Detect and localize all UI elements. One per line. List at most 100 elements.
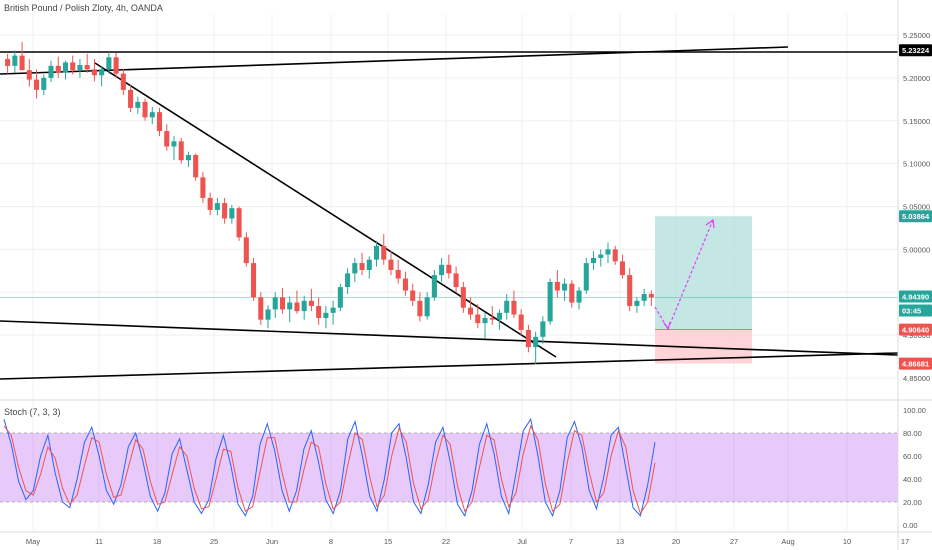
stoch-overbought-oversold-band	[0, 433, 898, 502]
candle-body	[62, 62, 69, 73]
time-tick-label: 18	[153, 537, 161, 546]
candle-body	[381, 245, 387, 260]
price-tick-label: 5.25000	[903, 31, 930, 40]
candle-body	[258, 297, 264, 320]
stoch-indicator-title: Stoch (7, 3, 3)	[4, 407, 61, 417]
candle-body	[605, 249, 611, 255]
candle-body	[590, 257, 597, 264]
candle-body	[583, 263, 589, 291]
price-tag-label: 5.03864	[902, 212, 930, 221]
candle-body	[410, 290, 416, 301]
candle-body	[251, 263, 257, 298]
candle-body	[388, 259, 394, 270]
candle-body	[287, 302, 293, 310]
price-tick-label: 5.10000	[903, 160, 930, 169]
lower-channel-line	[0, 320, 899, 356]
candle-body	[533, 336, 539, 348]
candle-body	[496, 312, 503, 320]
candle-body	[446, 264, 452, 274]
price-tick-label: 4.85000	[903, 374, 930, 383]
candle-body	[265, 309, 271, 320]
time-tick-label: 15	[384, 537, 392, 546]
time-tick-label: Aug	[781, 537, 794, 546]
time-tick-label: 13	[616, 537, 624, 546]
stoch-tick-label: 60.00	[903, 452, 922, 461]
price-axis[interactable]: 5.25000 5.20000 5.15000 5.10000 5.05000 5.000…	[897, 0, 932, 550]
price-tag	[899, 44, 932, 57]
candle-body	[91, 69, 97, 76]
time-tick-label: 7	[569, 537, 573, 546]
stoch-k-line	[3, 417, 656, 518]
candle-body	[373, 245, 380, 260]
candle-body	[70, 62, 76, 71]
stoch-tick-label: 0.00	[903, 521, 918, 530]
candle-body	[395, 269, 401, 279]
candle-body	[200, 177, 206, 198]
candle-body	[41, 77, 47, 90]
candle-body	[12, 55, 18, 66]
support-line	[0, 352, 899, 380]
candle-body	[482, 317, 488, 324]
candle-body	[26, 70, 32, 80]
candle-body	[214, 203, 220, 210]
time-tick-label: Jun	[266, 537, 278, 546]
candle-body	[576, 290, 582, 303]
price-tag-label: 4.90640	[902, 326, 929, 335]
candle-body	[323, 312, 329, 318]
stoch-tick-label: 100.00	[903, 406, 926, 415]
candle-body	[417, 300, 423, 317]
upper-channel-line	[0, 46, 789, 75]
candle-body	[229, 208, 235, 219]
candle-body	[511, 300, 517, 315]
candle-body	[236, 208, 242, 238]
trade-zones	[0, 216, 898, 364]
candle-body	[460, 287, 466, 308]
candle-body	[308, 300, 314, 306]
candle-body	[171, 141, 177, 147]
candle-body	[106, 57, 112, 70]
candle-body	[554, 281, 560, 291]
candle-body	[316, 305, 322, 318]
price-tick-label: 5.05000	[903, 203, 930, 212]
price-tick-label: 5.00000	[903, 245, 930, 254]
candle-body	[475, 314, 481, 324]
time-tick-label: 10	[843, 537, 851, 546]
candle-body	[77, 65, 83, 71]
candle-body	[562, 283, 568, 291]
candle-body	[330, 307, 336, 313]
candle-body	[424, 297, 430, 317]
time-tick-label: 17	[901, 537, 909, 546]
time-tick-label: Jul	[517, 537, 527, 546]
candle-body	[468, 307, 474, 315]
candle-body	[185, 155, 191, 161]
candle-body	[5, 59, 11, 66]
chart-title: British Pound / Polish Zloty, 4h, OANDA	[4, 3, 163, 13]
candle-body	[619, 261, 625, 276]
candle-body	[48, 65, 54, 78]
candle-body	[352, 263, 358, 274]
candle-body	[128, 89, 134, 108]
candle-body	[569, 283, 575, 303]
candle-body	[193, 155, 199, 178]
candle-body	[120, 73, 126, 90]
arrowhead-up	[705, 218, 715, 229]
price-tag	[899, 304, 932, 317]
price-tag-label: 5.23224	[902, 46, 930, 55]
candle-body	[113, 57, 119, 74]
price-tag-label: 4.86681	[902, 360, 929, 369]
candle-body	[164, 131, 170, 147]
candle-body	[504, 300, 510, 313]
price-tag-label: 4.94390	[902, 292, 929, 301]
candle-body	[142, 101, 148, 118]
trendlines	[0, 46, 899, 380]
candle-body	[366, 259, 372, 270]
candle-body	[301, 300, 307, 312]
stoch-tick-label: 20.00	[903, 498, 922, 507]
candle-body	[598, 254, 604, 258]
price-tag	[899, 290, 932, 303]
candle-body	[525, 329, 531, 348]
time-axis[interactable]: May 11 18 25 Jun 8 15 22 Jul 7 13 20 27 Aug 10 17	[0, 531, 932, 546]
time-tick-label: 25	[210, 537, 218, 546]
candle-body	[294, 302, 300, 312]
